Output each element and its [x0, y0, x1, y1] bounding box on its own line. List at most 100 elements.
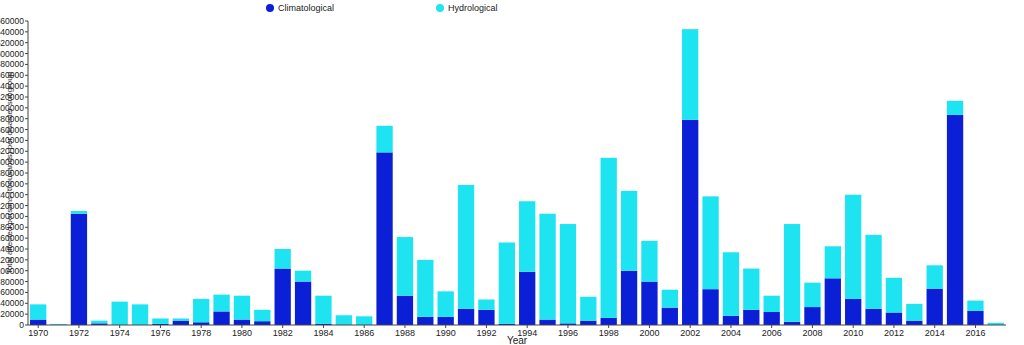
bar-segment — [621, 271, 637, 325]
y-axis-label: Total affected persons (thousands) per d… — [5, 71, 14, 274]
bars — [30, 29, 1004, 325]
bar-segment — [539, 214, 555, 320]
bar-segment — [519, 272, 535, 325]
y-tick — [25, 314, 28, 315]
y-tick — [25, 21, 28, 22]
bar-segment — [438, 291, 454, 317]
y-tick — [25, 31, 28, 32]
chart: 0200004000060000800001000001200001400001… — [0, 0, 1024, 345]
bar-segment — [234, 296, 250, 320]
bar-segment — [662, 290, 678, 308]
bar-segment — [91, 321, 107, 324]
legend-marker — [436, 4, 444, 12]
bar-segment — [682, 120, 698, 325]
y-tick — [25, 86, 28, 87]
bar-segment — [30, 320, 46, 325]
legend-marker — [266, 4, 274, 12]
y-tick — [25, 205, 28, 206]
y-tick — [25, 162, 28, 163]
bar-segment — [213, 311, 229, 325]
y-tick — [25, 107, 28, 108]
bar-segment — [315, 296, 331, 324]
bar-segment — [743, 269, 759, 310]
bar-segment — [947, 115, 963, 325]
bar-segment — [71, 214, 87, 325]
bar-segment — [539, 320, 555, 325]
bar-segment — [560, 224, 576, 323]
bar-segment — [804, 283, 820, 307]
bar-segment — [213, 295, 229, 312]
y-tick — [25, 42, 28, 43]
bar-segment — [356, 316, 372, 325]
bar-segment — [601, 318, 617, 325]
legend-label: Climatological — [278, 3, 334, 13]
y-tick — [25, 75, 28, 76]
bar-segment — [458, 185, 474, 309]
y-tick — [25, 238, 28, 239]
bar-segment — [865, 235, 881, 309]
bar-segment — [865, 309, 881, 325]
y-tick — [25, 118, 28, 119]
bar-segment — [417, 260, 433, 317]
bar-segment — [275, 269, 291, 325]
bar-segment — [254, 321, 270, 325]
y-tick — [25, 173, 28, 174]
y-tick — [25, 53, 28, 54]
y-tick — [25, 216, 28, 217]
bar-segment — [30, 304, 46, 319]
bar-segment — [906, 304, 922, 321]
y-tick — [25, 64, 28, 65]
y-tick-label: 80000 — [0, 277, 24, 287]
x-tick-label: 1980 — [232, 328, 252, 338]
x-tick-label: 1988 — [395, 328, 415, 338]
bar-segment — [234, 320, 250, 325]
bar-segment — [478, 299, 494, 309]
y-tick — [25, 259, 28, 260]
bar-segment — [621, 191, 637, 271]
y-tick-label: 60000 — [0, 287, 24, 297]
bar-segment — [458, 309, 474, 325]
bar-segment — [254, 310, 270, 321]
bar-segment — [641, 241, 657, 282]
bar-segment — [886, 313, 902, 325]
bar-segment — [967, 301, 983, 311]
y-tick-label: 500000 — [0, 49, 24, 59]
bar-segment — [947, 101, 963, 115]
y-tick-label: 520000 — [0, 38, 24, 48]
y-tick-label: 20000 — [0, 309, 24, 319]
y-tick — [25, 151, 28, 152]
bar-segment — [438, 317, 454, 325]
bar-segment — [132, 304, 148, 325]
bar-segment — [723, 316, 739, 325]
bar-segment — [376, 126, 392, 153]
bar-segment — [927, 289, 943, 325]
y-tick — [25, 129, 28, 130]
x-tick-label: 1990 — [436, 328, 456, 338]
y-tick-label: 0 — [19, 320, 24, 330]
x-tick-label: 2012 — [884, 328, 904, 338]
y-tick — [25, 303, 28, 304]
x-tick-label: 2000 — [639, 328, 659, 338]
bar-segment — [519, 201, 535, 272]
y-tick-label: 480000 — [0, 59, 24, 69]
bar-segment — [702, 196, 718, 289]
x-tick-label: 1998 — [599, 328, 619, 338]
y-tick — [25, 270, 28, 271]
bar-segment — [967, 311, 983, 325]
x-tick-label: 1992 — [476, 328, 496, 338]
x-tick-label: 1984 — [313, 328, 333, 338]
bar-segment — [601, 158, 617, 318]
y-tick — [25, 292, 28, 293]
x-tick-label: 1970 — [28, 328, 48, 338]
bar-segment — [927, 265, 943, 288]
bar-segment — [71, 211, 87, 214]
x-tick-label: 1982 — [273, 328, 293, 338]
x-tick-label: 2008 — [802, 328, 822, 338]
bar-segment — [417, 317, 433, 325]
bar-segment — [275, 249, 291, 269]
bar-segment — [295, 271, 311, 282]
bar-segment — [295, 282, 311, 325]
x-tick-label: 1986 — [354, 328, 374, 338]
bar-segment — [478, 310, 494, 325]
bar-segment — [825, 278, 841, 325]
